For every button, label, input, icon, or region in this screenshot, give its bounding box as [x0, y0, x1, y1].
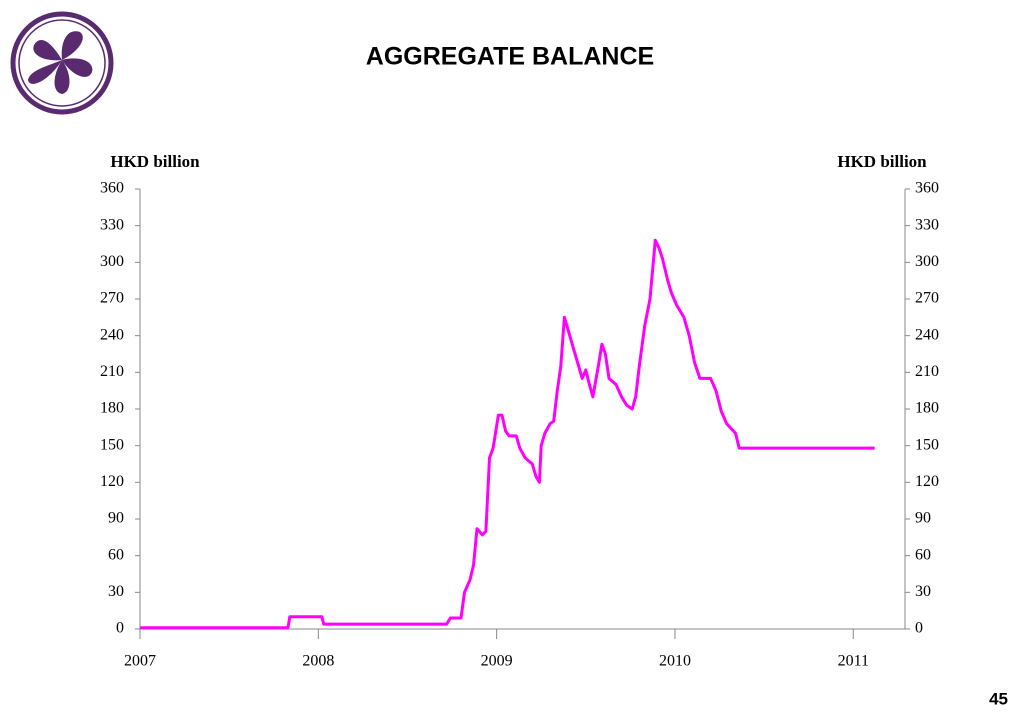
y-tick-label: 150 — [100, 436, 124, 453]
chart-title: AGGREGATE BALANCE — [366, 43, 654, 71]
y-tick-label: 240 — [100, 326, 124, 343]
y2-tick-label: 120 — [915, 473, 939, 490]
y2-tick-label: 60 — [915, 546, 931, 563]
y2-tick-label: 210 — [915, 363, 939, 380]
y2-tick-label: 90 — [915, 510, 931, 527]
y-tick-label: 360 — [100, 180, 124, 197]
y2-tick-label: 300 — [915, 253, 939, 270]
x-tick-label: 2009 — [481, 653, 513, 670]
y-tick-label: 0 — [116, 620, 124, 637]
y-tick-label: 210 — [100, 363, 124, 380]
y2-tick-label: 0 — [915, 620, 923, 637]
y-tick-label: 180 — [100, 400, 124, 417]
y-axis-label: HKD billion — [110, 152, 200, 171]
y-tick-label: 330 — [100, 216, 124, 233]
x-tick-label: 2008 — [302, 653, 334, 670]
y-tick-label: 270 — [100, 290, 124, 307]
y2-tick-label: 30 — [915, 583, 931, 600]
y2-axis-label: HKD billion — [837, 152, 927, 171]
y-tick-label: 60 — [108, 546, 124, 563]
y-tick-label: 30 — [108, 583, 124, 600]
y2-tick-label: 240 — [915, 326, 939, 343]
logo — [10, 11, 114, 115]
y-tick-label: 300 — [100, 253, 124, 270]
y2-tick-label: 360 — [915, 180, 939, 197]
data-line — [140, 238, 875, 630]
y-tick-label: 90 — [108, 510, 124, 527]
x-tick-label: 2010 — [659, 653, 691, 670]
x-tick-label: 2011 — [838, 653, 869, 670]
y2-tick-label: 180 — [915, 400, 939, 417]
y-tick-label: 120 — [100, 473, 124, 490]
y2-tick-label: 150 — [915, 436, 939, 453]
x-tick-label: 2007 — [124, 653, 156, 670]
y2-tick-label: 270 — [915, 290, 939, 307]
y2-tick-label: 330 — [915, 216, 939, 233]
page-number: 45 — [989, 689, 1008, 708]
